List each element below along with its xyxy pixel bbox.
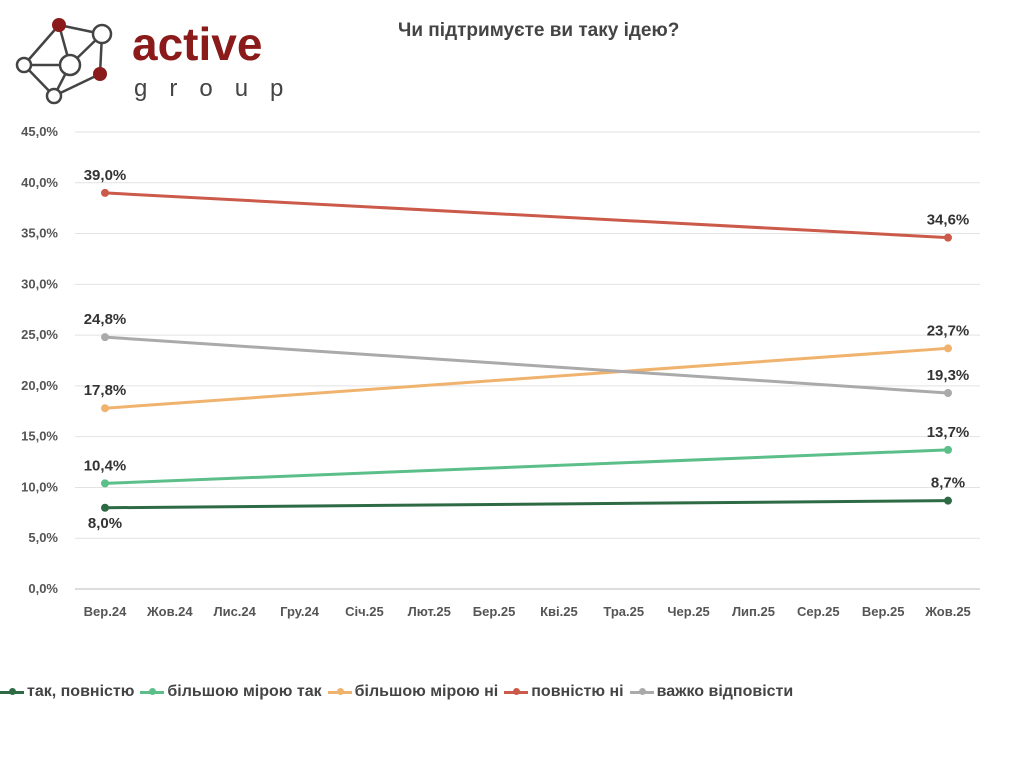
legend-label: більшою мірою ні — [354, 683, 499, 700]
x-tick-label: Сер.25 — [797, 604, 840, 619]
legend-label: більшою мірою так — [167, 683, 322, 700]
legend-swatch — [327, 688, 352, 695]
y-tick-label: 15,0% — [21, 429, 58, 444]
legend-label: так, повністю — [27, 683, 135, 700]
series-line — [104, 448, 949, 485]
data-label: 13,7% — [927, 424, 970, 441]
data-point — [944, 344, 952, 353]
chart-title: Чи підтримуєте ви таку ідею? — [398, 20, 680, 41]
legend-item: більшою мірою так — [140, 683, 322, 701]
series-line — [104, 499, 949, 510]
data-point — [101, 333, 109, 342]
legend-swatch — [629, 688, 654, 695]
data-label: 8,7% — [931, 475, 965, 492]
legend-label: важко відповісти — [656, 683, 794, 700]
legend-swatch — [140, 688, 165, 695]
legend-item: більшою мірою ні — [327, 683, 499, 701]
legend-swatch — [504, 688, 529, 695]
data-point — [101, 188, 109, 197]
data-point — [944, 496, 952, 505]
data-label: 34,6% — [927, 212, 970, 229]
data-label: 23,7% — [927, 322, 970, 339]
series-line — [104, 191, 949, 240]
x-tick-label: Кві.25 — [540, 604, 578, 619]
data-label: 8,0% — [88, 515, 122, 532]
x-tick-label: Жов.25 — [924, 604, 971, 619]
y-tick-label: 0,0% — [28, 581, 58, 596]
legend: так, повністю більшою мірою так більшою мі… — [0, 683, 793, 701]
legend-label: повністю ні — [531, 683, 624, 700]
data-point — [101, 404, 109, 413]
logo-subtext: group — [134, 75, 304, 102]
y-tick-label: 25,0% — [21, 327, 58, 342]
x-tick-label: Гру.24 — [280, 604, 320, 619]
data-label: 24,8% — [84, 311, 127, 328]
x-tick-label: Лют.25 — [408, 604, 451, 619]
data-point — [944, 445, 952, 454]
data-label: 17,8% — [84, 382, 127, 399]
x-tick-label: Вер.24 — [84, 604, 127, 619]
series-line — [104, 335, 949, 395]
data-point — [944, 233, 952, 242]
x-tick-label: Тра.25 — [603, 604, 644, 619]
legend-item: повністю ні — [504, 683, 624, 701]
data-label: 19,3% — [927, 367, 970, 384]
y-tick-label: 10,0% — [21, 479, 58, 494]
y-tick-label: 35,0% — [21, 226, 58, 241]
data-point — [101, 503, 109, 512]
x-tick-label: Січ.25 — [345, 604, 384, 619]
x-tick-label: Лис.24 — [213, 604, 256, 619]
y-tick-label: 5,0% — [28, 530, 58, 545]
data-label: 10,4% — [84, 457, 127, 474]
x-tick-label: Бер.25 — [473, 604, 516, 619]
data-point — [944, 388, 952, 397]
active-group-logo: active group — [15, 18, 304, 105]
x-tick-label: Чер.25 — [667, 604, 709, 619]
data-point — [101, 479, 109, 488]
data-label: 39,0% — [84, 167, 127, 184]
legend-item: так, повністю — [0, 683, 134, 701]
x-tick-label: Жов.24 — [146, 604, 193, 619]
y-tick-label: 20,0% — [21, 378, 58, 393]
series-line — [104, 346, 949, 410]
line-chart: 0,0% 5,0% 10,0% 15,0% 20,0% 25,0% 30,0% 35,0% 40… — [21, 124, 980, 619]
y-tick-label: 40,0% — [21, 175, 58, 190]
x-tick-label: Вер.25 — [862, 604, 905, 619]
legend-swatch — [0, 688, 24, 695]
legend-item: важко відповісти — [629, 683, 794, 701]
y-tick-label: 30,0% — [21, 276, 58, 291]
logo-text: active — [132, 18, 262, 70]
x-tick-label: Лип.25 — [732, 604, 775, 619]
y-tick-label: 45,0% — [21, 124, 58, 139]
